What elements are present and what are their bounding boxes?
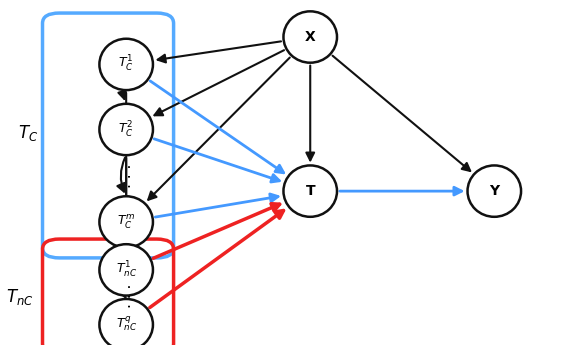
Text: T: T <box>306 184 315 198</box>
Text: . . .: . . . <box>118 283 134 308</box>
Text: $T_C^m$: $T_C^m$ <box>117 213 135 231</box>
Ellipse shape <box>99 244 153 295</box>
Text: X: X <box>305 30 316 44</box>
Text: $T_C^2$: $T_C^2$ <box>118 119 134 140</box>
Ellipse shape <box>99 104 153 155</box>
Text: $T_C$: $T_C$ <box>19 123 39 143</box>
Ellipse shape <box>99 39 153 90</box>
Ellipse shape <box>284 11 337 63</box>
Ellipse shape <box>99 299 153 348</box>
Ellipse shape <box>99 196 153 248</box>
Text: $T_{nC}^{q}$: $T_{nC}^{q}$ <box>116 315 137 334</box>
Text: $T_{nC}$: $T_{nC}$ <box>6 287 34 307</box>
Text: $T_C^1$: $T_C^1$ <box>118 54 134 74</box>
Text: $T_{nC}^1$: $T_{nC}^1$ <box>116 260 137 280</box>
Ellipse shape <box>284 165 337 217</box>
Text: Y: Y <box>489 184 499 198</box>
Ellipse shape <box>468 165 521 217</box>
Text: . . .: . . . <box>118 164 134 188</box>
